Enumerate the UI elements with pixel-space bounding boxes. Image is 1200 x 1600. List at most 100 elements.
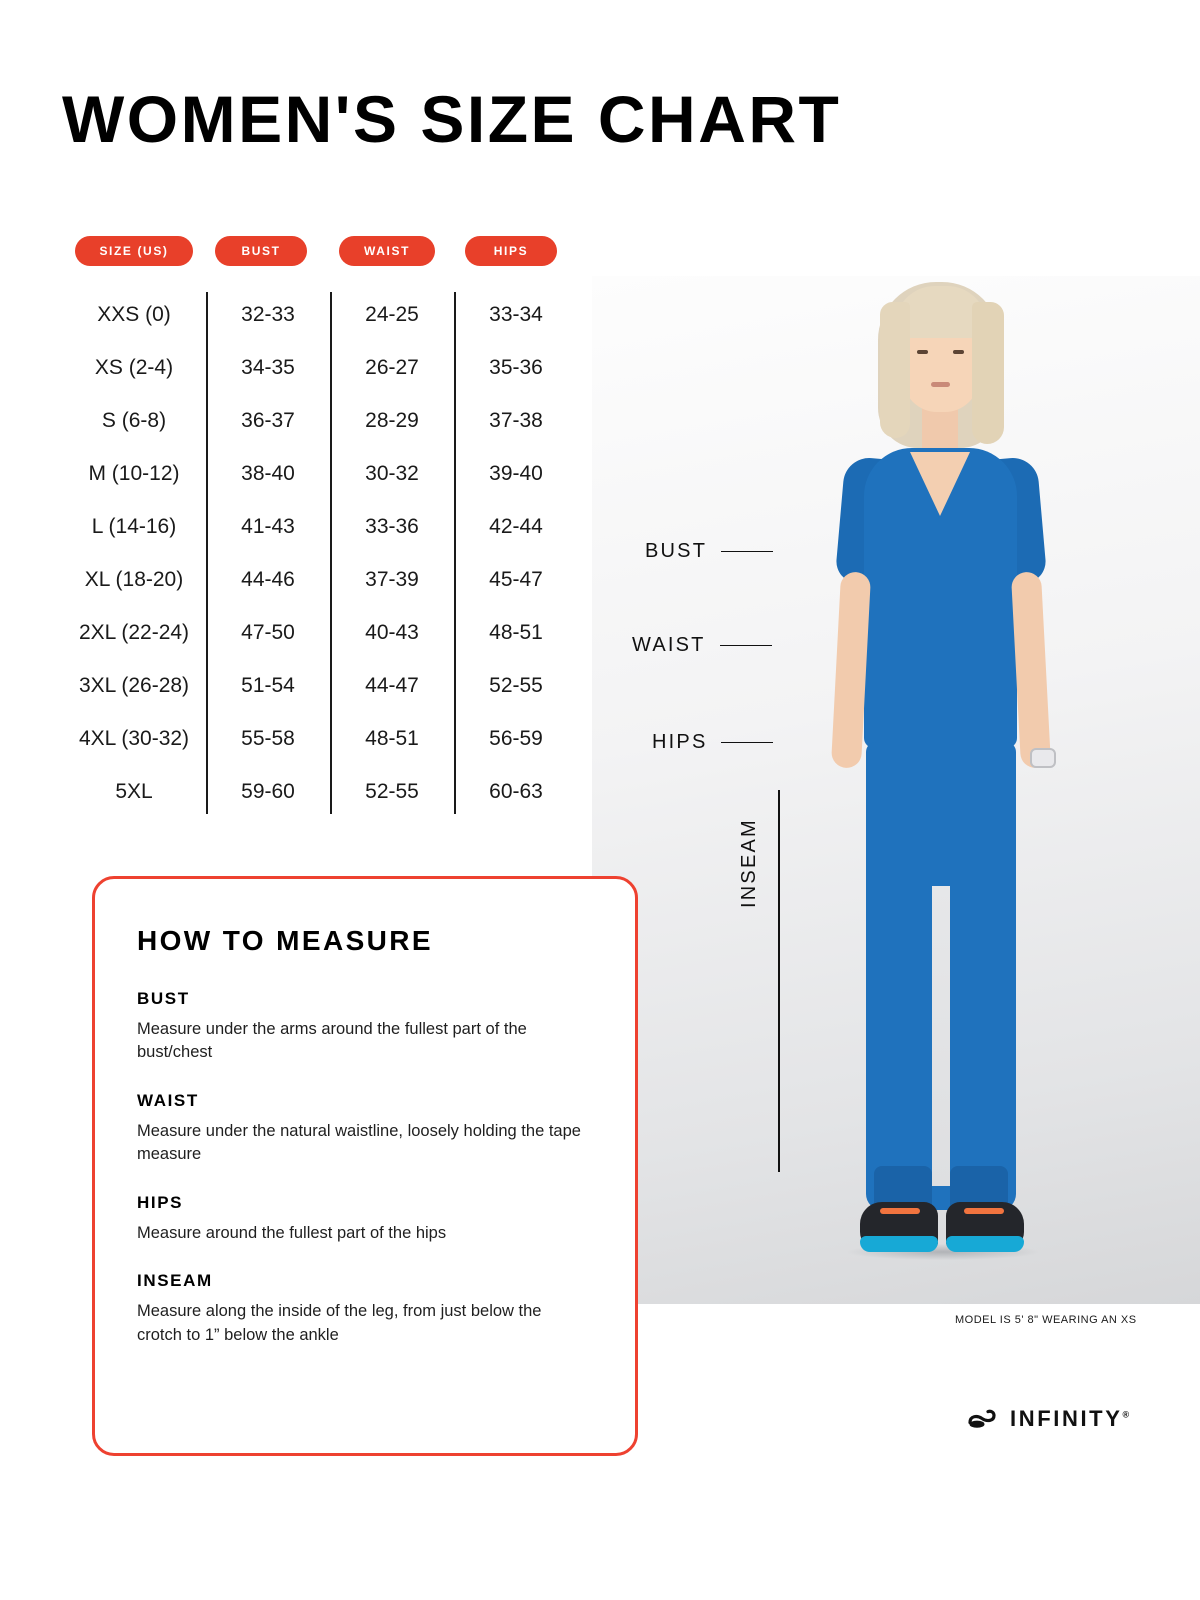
cell-size: 4XL (30-32) — [78, 726, 190, 750]
cell-size: S (6-8) — [101, 408, 167, 432]
cell-size: 3XL (26-28) — [78, 673, 190, 697]
how-to-measure-body: Measure along the inside of the leg, fro… — [137, 1302, 542, 1344]
cell-bust: 34-35 — [241, 355, 295, 379]
cell-waist: 26-27 — [365, 355, 419, 379]
model-hair-right — [972, 302, 1004, 444]
how-to-measure-item-hips: HIPS Measure around the fullest part of … — [137, 1193, 593, 1245]
cell-bust: 55-58 — [241, 726, 295, 750]
brand-logo: INFINITY® — [968, 1406, 1129, 1432]
table-row: 3XL (26-28) 51-54 44-47 52-55 — [62, 659, 578, 712]
column-header-size: SIZE (US) — [75, 236, 193, 266]
column-header-hips: HIPS — [465, 236, 557, 266]
cell-waist: 48-51 — [365, 726, 419, 750]
diagram-label-inseam-text: INSEAM — [738, 818, 760, 908]
table-divider-1 — [206, 292, 208, 814]
size-table-header-row: SIZE (US) BUST WAIST HIPS — [62, 236, 578, 266]
cell-hips: 35-36 — [489, 355, 543, 379]
how-to-measure-body: Measure under the natural waistline, loo… — [137, 1121, 581, 1164]
how-to-measure-heading: BUST — [137, 989, 190, 1008]
cell-bust: 59-60 — [241, 779, 295, 803]
model-mouth — [931, 382, 950, 387]
table-row: XL (18-20) 44-46 37-39 45-47 — [62, 553, 578, 606]
cell-hips: 39-40 — [489, 461, 543, 485]
size-table-body: XXS (0) 32-33 24-25 33-34 XS (2-4) 34-35… — [62, 288, 578, 818]
cell-waist: 30-32 — [365, 461, 419, 485]
column-header-waist: WAIST — [339, 236, 435, 266]
how-to-measure-heading: HIPS — [137, 1192, 184, 1212]
model-hair-left — [880, 302, 910, 438]
shoe-sole-right — [946, 1236, 1024, 1252]
diagram-leader-line-inseam — [778, 790, 780, 1172]
table-row: L (14-16) 41-43 33-36 42-44 — [62, 500, 578, 553]
cell-bust: 41-43 — [241, 514, 295, 538]
cell-bust: 51-54 — [241, 673, 295, 697]
table-row: S (6-8) 36-37 28-29 37-38 — [62, 394, 578, 447]
cell-waist: 24-25 — [365, 302, 419, 326]
cell-size: M (10-12) — [88, 461, 180, 485]
cell-bust: 32-33 — [241, 302, 295, 326]
how-to-measure-item-bust: BUST Measure under the arms around the f… — [137, 989, 593, 1065]
cell-hips: 37-38 — [489, 408, 543, 432]
cell-size: 5XL — [115, 779, 153, 803]
cell-size: XL (18-20) — [84, 567, 184, 591]
cell-size: 2XL (22-24) — [78, 620, 190, 644]
shoe-sole-left — [860, 1236, 938, 1252]
model-caption: MODEL IS 5' 8" WEARING AN XS — [955, 1314, 1137, 1326]
diagram-label-hips: HIPS — [652, 731, 774, 754]
page-title: WOMEN'S SIZE CHART — [62, 82, 842, 156]
cell-hips: 33-34 — [489, 302, 543, 326]
cell-waist: 40-43 — [365, 620, 419, 644]
cell-size: L (14-16) — [91, 514, 177, 538]
diagram-label-bust: BUST — [645, 540, 774, 563]
cell-hips: 56-59 — [489, 726, 543, 750]
model-photo-panel — [592, 276, 1200, 1304]
table-row: 4XL (30-32) 55-58 48-51 56-59 — [62, 712, 578, 765]
diagram-leader-line-hips — [721, 741, 774, 744]
model-wristwatch — [1030, 748, 1056, 768]
diagram-label-bust-text: BUST — [645, 540, 708, 562]
cell-waist: 28-29 — [365, 408, 419, 432]
cell-hips: 48-51 — [489, 620, 543, 644]
cell-bust: 44-46 — [241, 567, 295, 591]
pants-leg-gap — [932, 886, 950, 1186]
shoe-laces-right — [964, 1208, 1004, 1214]
model-illustration — [592, 276, 1200, 1304]
how-to-measure-item-waist: WAIST Measure under the natural waistlin… — [137, 1091, 593, 1167]
how-to-measure-title: HOW TO MEASURE — [137, 925, 433, 956]
model-eye-right — [953, 350, 964, 354]
how-to-measure-body: Measure around the fullest part of the h… — [137, 1223, 447, 1242]
how-to-measure-heading: INSEAM — [137, 1271, 213, 1291]
table-divider-3 — [454, 292, 456, 814]
table-divider-2 — [330, 292, 332, 814]
cell-bust: 36-37 — [241, 408, 295, 432]
cell-hips: 60-63 — [489, 779, 543, 803]
cell-waist: 52-55 — [365, 779, 419, 803]
how-to-measure-item-inseam: INSEAM Measure along the inside of the l… — [137, 1271, 593, 1347]
cell-bust: 38-40 — [241, 461, 295, 485]
how-to-measure-box: HOW TO MEASURE BUST Measure under the ar… — [92, 876, 638, 1456]
diagram-label-waist-text: WAIST — [632, 634, 706, 656]
table-row: XS (2-4) 34-35 26-27 35-36 — [62, 341, 578, 394]
table-row: 5XL 59-60 52-55 60-63 — [62, 765, 578, 818]
table-row: 2XL (22-24) 47-50 40-43 48-51 — [62, 606, 578, 659]
diagram-label-waist: WAIST — [632, 634, 772, 657]
cell-hips: 52-55 — [489, 673, 543, 697]
column-header-bust: BUST — [215, 236, 307, 266]
cell-size: XXS (0) — [97, 302, 171, 326]
table-row: XXS (0) 32-33 24-25 33-34 — [62, 288, 578, 341]
how-to-measure-heading: WAIST — [137, 1090, 199, 1110]
cell-hips: 42-44 — [489, 514, 543, 538]
size-table: SIZE (US) BUST WAIST HIPS XXS (0) 32-33 … — [62, 236, 578, 818]
model-hair-top — [895, 286, 987, 338]
model-eye-left — [917, 350, 928, 354]
brand-name: INFINITY® — [1010, 1406, 1130, 1431]
diagram-label-hips-text: HIPS — [652, 731, 708, 753]
cell-waist: 37-39 — [365, 567, 419, 591]
cell-waist: 44-47 — [365, 673, 419, 697]
diagram-leader-line-bust — [721, 550, 774, 553]
infinity-mark-icon — [968, 1409, 996, 1428]
registered-trademark-icon: ® — [1122, 1409, 1130, 1420]
table-row: M (10-12) 38-40 30-32 39-40 — [62, 447, 578, 500]
cell-waist: 33-36 — [365, 514, 419, 538]
